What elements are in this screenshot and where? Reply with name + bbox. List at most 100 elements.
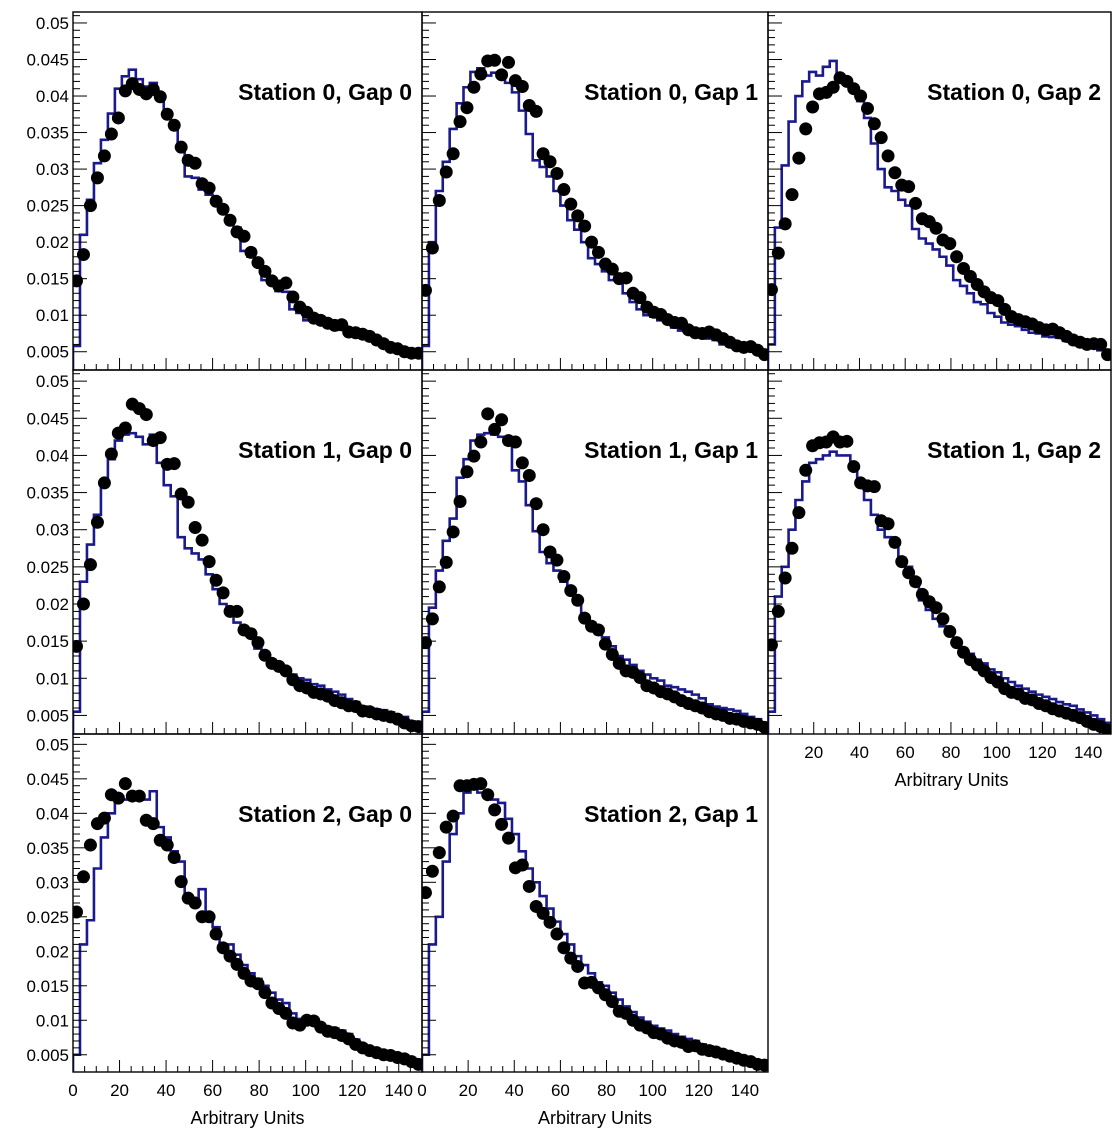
data-point [785,188,799,202]
y-tick-label: 0.025 [26,197,69,216]
y-tick-label: 0.035 [26,839,69,858]
data-point [446,147,460,161]
data-point [571,593,585,607]
data-point [515,456,529,470]
y-tick-label: 0.015 [26,632,69,651]
panel-frame [421,369,769,735]
data-point [550,553,564,567]
x-ticks [421,358,769,370]
y-tick-label: 0.045 [26,770,69,789]
data-point [153,90,167,104]
data-point [181,495,195,509]
x-tick-label: 20 [804,743,823,762]
y-tick-label: 0.04 [36,87,69,106]
data-point [412,346,422,360]
data-point [425,612,439,626]
x-tick-label: 120 [685,1081,713,1100]
data-point [425,241,439,255]
data-point [216,586,230,600]
panel-label: Station 1, Gap 0 [238,437,412,463]
data-point [167,118,181,132]
data-point [230,604,244,618]
data-point [153,431,167,445]
data-point [785,541,799,555]
data-point [867,117,881,131]
data-point [1101,723,1111,734]
data-point [439,820,453,834]
data-point [76,248,90,262]
x-tick-label: 40 [157,1081,176,1100]
data-points [422,407,768,734]
data-points [73,397,422,734]
panel-label: Station 0, Gap 2 [927,79,1101,105]
data-point [929,601,943,615]
y-tick-label: 0.03 [36,873,69,892]
data-point [453,494,467,508]
data-point [412,720,422,734]
data-point [167,457,181,471]
data-point [73,274,83,288]
panel-3: Station 0, Gap 2 [767,11,1112,371]
panel-label: Station 2, Gap 0 [238,801,412,827]
data-point [943,624,957,638]
data-point [768,638,778,652]
data-point [522,879,536,893]
data-point [929,221,943,235]
data-point [251,977,265,991]
data-point [146,817,160,831]
y-ticks [73,736,87,1056]
data-points [73,77,422,360]
x-axis-title: Arbitrary Units [894,770,1008,790]
data-point [564,197,578,211]
data-point [502,55,515,69]
x-ticks [421,1060,769,1072]
x-tick-label: 80 [597,1081,616,1100]
data-point [279,276,293,290]
y-tick-label: 0.035 [26,124,69,143]
y-tick-label: 0.015 [26,977,69,996]
data-point [571,959,585,973]
panel-frame [767,11,1112,371]
x-tick-label: 80 [941,743,960,762]
data-point [536,523,550,537]
x-tick-label: 100 [291,1081,319,1100]
y-tick-label: 0.045 [26,409,69,428]
y-tick-label: 0.02 [36,233,69,252]
data-point [286,290,300,304]
data-point [758,348,768,362]
x-tick-label: 40 [850,743,869,762]
data-point [771,246,785,260]
x-tick-label: 20 [459,1081,478,1100]
data-point [467,80,481,94]
data-point [508,435,522,449]
data-point [202,910,216,924]
data-point [279,1006,293,1020]
x-axis-title: Arbitrary Units [538,1108,652,1128]
data-point [874,131,888,145]
data-point [160,838,174,852]
data-point [446,525,460,539]
x-axis-title: Arbitrary Units [190,1108,304,1128]
data-point [605,995,619,1009]
data-point [132,789,146,803]
x-tick-label: 120 [1028,743,1056,762]
data-point [991,294,1005,308]
data-point [223,213,237,227]
data-point [881,149,895,163]
data-point [902,566,916,580]
data-point [488,53,502,67]
x-ticks [421,722,769,734]
data-point [474,435,488,449]
y-tick-label: 0.05 [36,14,69,33]
data-point [522,468,536,482]
data-point [432,193,446,207]
histogram-line [422,431,768,734]
data-point [936,612,950,626]
data-point [543,915,557,929]
data-point [90,515,104,529]
x-ticks [72,1060,423,1072]
data-point [446,809,460,823]
data-point [467,449,481,463]
panel-8: 0 20 40 60 80 100 120 140 Arbitrary Units Station… [417,733,769,1128]
